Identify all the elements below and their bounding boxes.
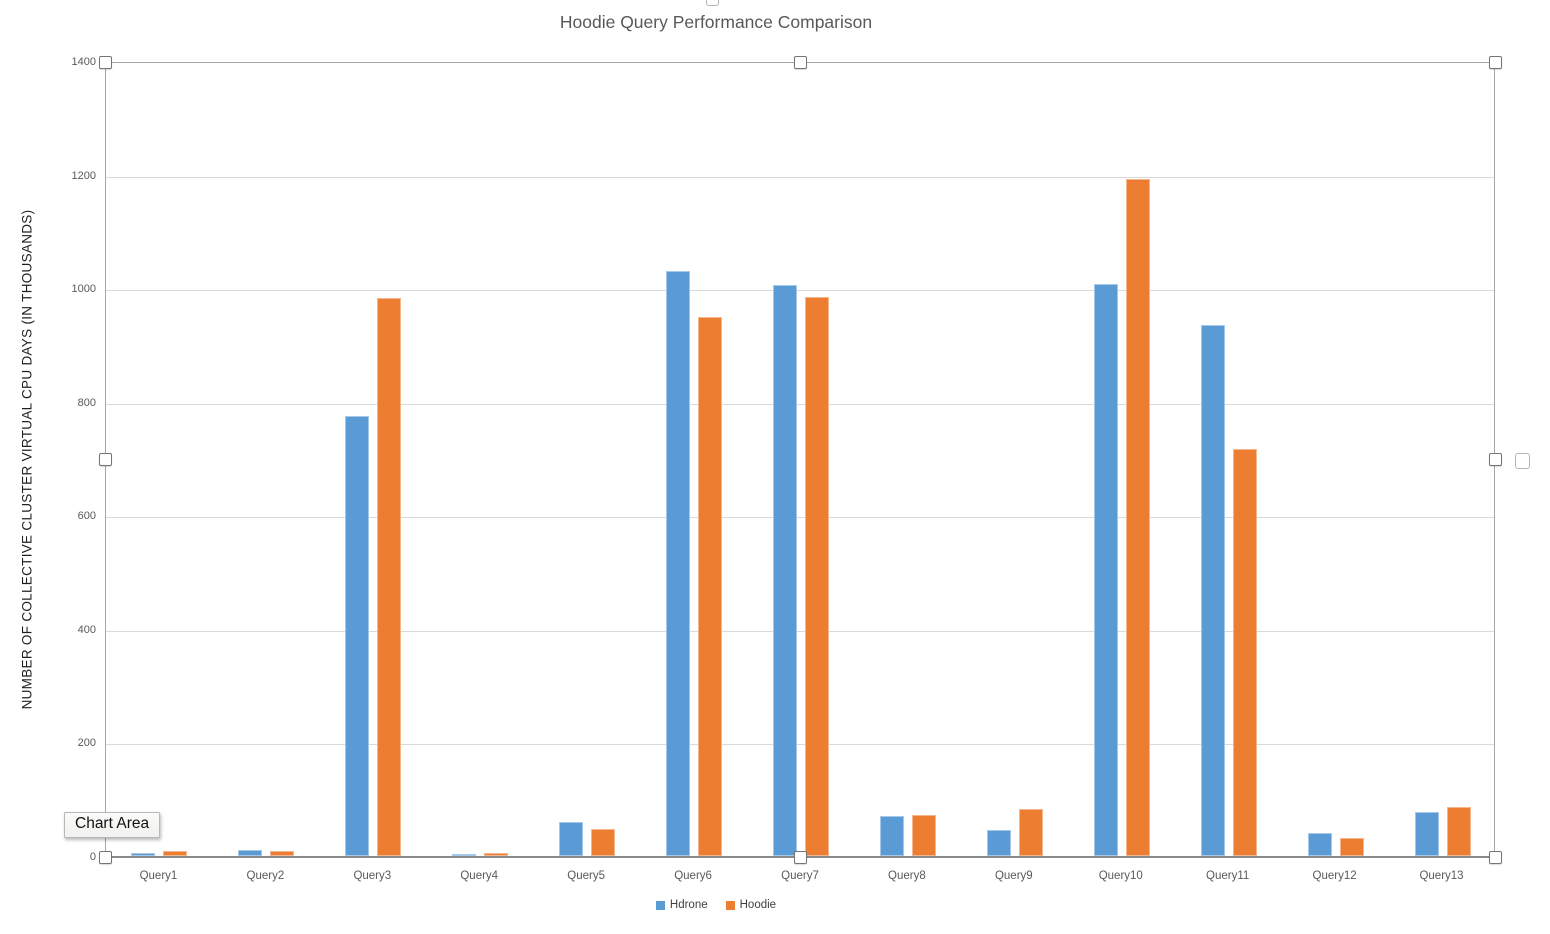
bar-hoodie-query10[interactable] (1125, 178, 1150, 856)
y-tick-label: 1200 (71, 169, 96, 182)
bar-hdrone-query1[interactable] (131, 853, 156, 856)
plot-area[interactable] (105, 62, 1495, 857)
x-tick-label: Query11 (1206, 870, 1250, 882)
y-tick-label: 0 (89, 851, 96, 863)
bar-hdrone-query8[interactable] (879, 816, 904, 856)
bar-hdrone-query12[interactable] (1307, 833, 1332, 856)
plot-handle-bottom-right[interactable] (1488, 850, 1502, 864)
bar-hoodie-query12[interactable] (1339, 838, 1364, 856)
plot-handle-bottom-center[interactable] (793, 850, 807, 864)
legend-label: Hoodie (739, 899, 777, 911)
y-tick-label: 1000 (71, 283, 96, 296)
bar-hoodie-query3[interactable] (377, 297, 402, 856)
chart-resize-handle-top[interactable] (706, 0, 719, 6)
chart-title: Hoodie Query Performance Comparison (559, 12, 873, 32)
x-tick-label: Query6 (674, 870, 712, 882)
bar-hoodie-query11[interactable] (1232, 449, 1257, 856)
plot-handle-middle-left[interactable] (98, 453, 112, 466)
legend-label: Hdrone (669, 899, 708, 911)
x-tick-label: Query10 (1098, 870, 1143, 882)
legend-item-hoodie[interactable]: Hoodie (725, 899, 777, 911)
y-tick-label: 400 (77, 623, 96, 636)
x-tick-label: Query2 (246, 870, 285, 882)
gridline (106, 517, 1494, 519)
bar-hoodie-query9[interactable] (1018, 808, 1043, 856)
bar-hdrone-query9[interactable] (986, 830, 1011, 856)
plot-handle-top-center[interactable] (793, 55, 807, 69)
x-tick-label: Query12 (1312, 870, 1357, 882)
gridline (106, 744, 1494, 746)
x-tick-label: Query9 (994, 870, 1033, 882)
x-tick-label: Query1 (139, 870, 178, 882)
plot-handle-top-right[interactable] (1488, 55, 1502, 69)
gridline (106, 176, 1494, 178)
x-tick-label: Query7 (781, 870, 819, 882)
x-tick-label: Query5 (567, 870, 605, 882)
y-tick-label: 800 (77, 396, 96, 409)
bar-hdrone-query7[interactable] (773, 285, 797, 856)
x-tick-label: Query8 (888, 870, 926, 882)
bar-hoodie-query7[interactable] (805, 296, 829, 856)
bar-hoodie-query13[interactable] (1446, 806, 1471, 856)
gridline (106, 403, 1494, 405)
bar-hoodie-query4[interactable] (484, 853, 509, 856)
x-tick-label: Query4 (460, 870, 499, 882)
bar-hdrone-query6[interactable] (666, 271, 691, 856)
chart-resize-handle-right[interactable] (1515, 453, 1530, 469)
legend-item-hdrone[interactable]: Hdrone (655, 899, 708, 911)
bar-hdrone-query3[interactable] (345, 415, 370, 856)
y-tick-label: 200 (77, 737, 96, 750)
bar-hoodie-query6[interactable] (698, 316, 723, 856)
bar-hdrone-query11[interactable] (1200, 325, 1225, 856)
legend-swatch-icon (655, 900, 665, 910)
bar-hoodie-query1[interactable] (163, 850, 188, 856)
y-tick-label: 1400 (71, 56, 96, 68)
bar-hdrone-query5[interactable] (559, 821, 584, 856)
bar-hdrone-query4[interactable] (452, 853, 477, 856)
plot-handle-middle-right[interactable] (1488, 453, 1502, 466)
legend: Hdrone Hoodie (0, 899, 1432, 911)
x-tick-label: Query3 (353, 870, 392, 882)
bar-hdrone-query2[interactable] (238, 850, 263, 856)
y-tick-label: 600 (77, 510, 96, 523)
plot-handle-bottom-left[interactable] (98, 850, 112, 864)
x-tick-label: Query13 (1419, 870, 1464, 882)
bar-hoodie-query5[interactable] (591, 828, 616, 856)
bar-hdrone-query13[interactable] (1414, 811, 1439, 856)
chart-area-tooltip: Chart Area (64, 812, 161, 838)
gridline (106, 630, 1494, 632)
bar-hoodie-query8[interactable] (911, 815, 936, 856)
plot-handle-top-left[interactable] (98, 55, 112, 69)
bar-hdrone-query10[interactable] (1093, 283, 1118, 856)
y-axis-title: NUMBER OF COLLECTIVE CLUSTER VIRTUAL CPU… (19, 209, 35, 710)
legend-swatch-icon (725, 900, 735, 910)
gridline (106, 290, 1494, 292)
bar-hoodie-query2[interactable] (270, 850, 295, 856)
